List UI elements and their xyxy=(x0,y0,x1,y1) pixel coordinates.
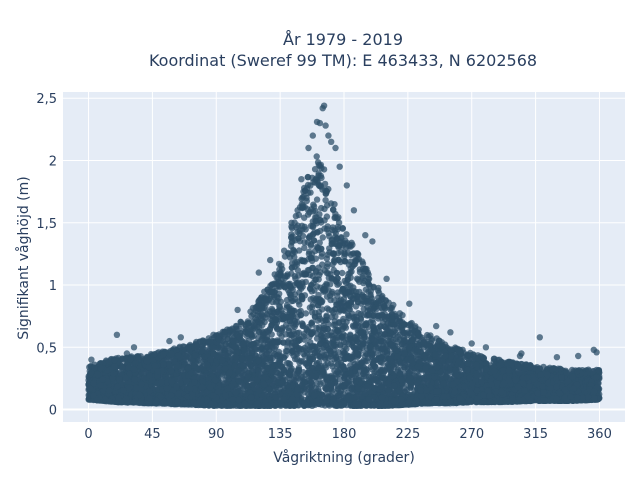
data-point xyxy=(310,201,317,208)
data-point xyxy=(359,274,367,281)
data-point xyxy=(282,348,290,355)
data-point xyxy=(347,258,354,265)
data-point xyxy=(288,225,296,232)
data-point xyxy=(311,166,319,173)
data-point xyxy=(343,231,350,238)
data-point xyxy=(313,196,321,203)
data-point xyxy=(301,214,308,221)
data-point xyxy=(319,234,326,241)
data-point xyxy=(313,153,320,160)
data-point xyxy=(318,253,325,260)
data-point xyxy=(328,360,335,367)
data-point xyxy=(332,313,339,320)
data-point xyxy=(301,239,308,246)
data-point xyxy=(321,205,328,213)
data-point xyxy=(339,269,346,277)
chart-title-line-1: År 1979 - 2019 xyxy=(283,30,403,49)
data-point xyxy=(331,227,338,235)
data-point xyxy=(294,267,301,274)
data-point xyxy=(316,239,323,246)
chart-title-line-2: Koordinat (Sweref 99 TM): E 463433, N 62… xyxy=(149,51,537,70)
data-point xyxy=(302,310,310,317)
data-points xyxy=(85,102,603,409)
data-point xyxy=(307,242,315,249)
